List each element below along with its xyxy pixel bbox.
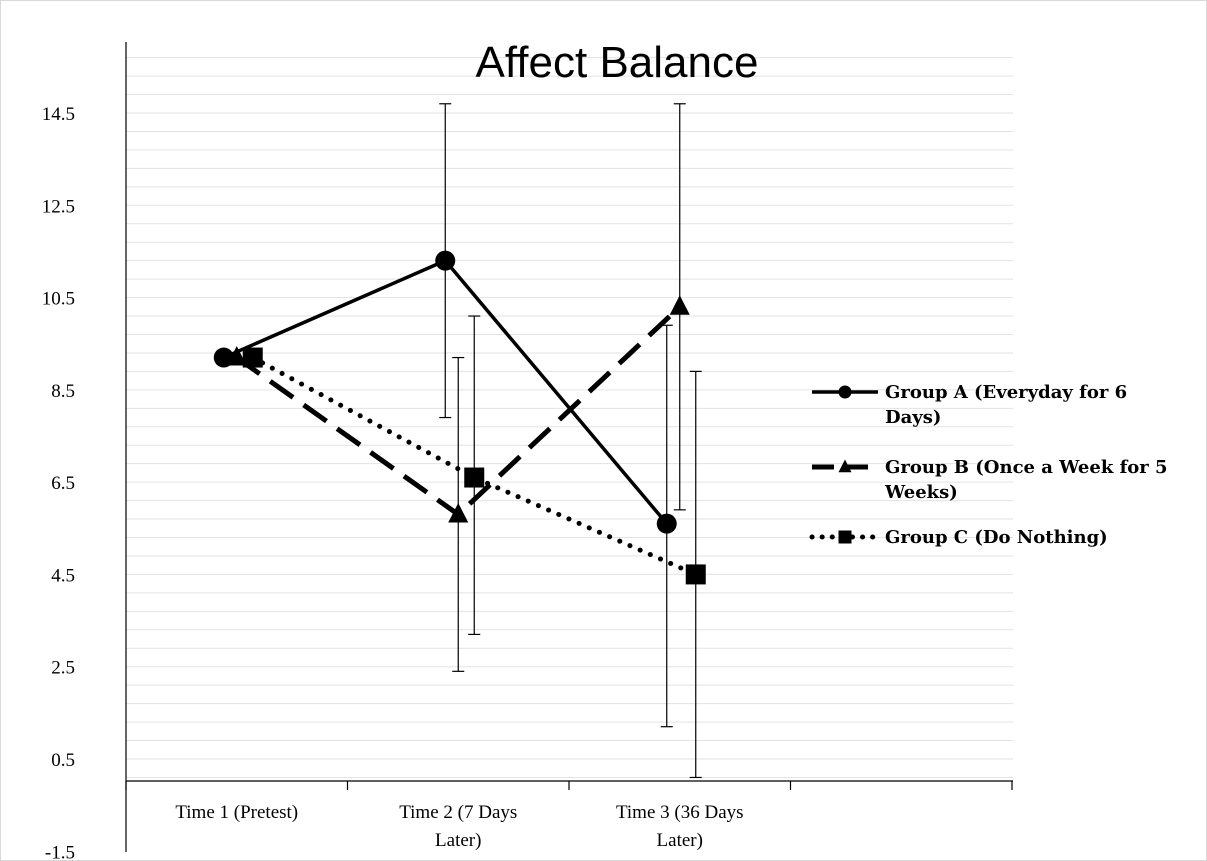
chart-title: Affect Balance <box>476 38 759 87</box>
data-point-square <box>242 347 263 368</box>
y-tick-label: 0.5 <box>51 750 75 771</box>
legend-label: Group C (Do Nothing) <box>885 527 1108 548</box>
axes <box>125 42 1013 852</box>
legend-label: Weeks) <box>884 482 958 503</box>
x-tick-label: Time 3 (36 Days <box>616 802 744 823</box>
legend-label: Days) <box>885 407 941 428</box>
series-markers <box>213 250 706 585</box>
y-tick-label: 2.5 <box>51 658 75 679</box>
x-tick-label: Later) <box>435 830 481 851</box>
y-tick-label: 14.5 <box>42 104 75 125</box>
y-tick-label: 10.5 <box>42 289 75 310</box>
data-point-circle <box>656 513 677 534</box>
data-point-square <box>685 564 706 585</box>
x-tick-label: Time 2 (7 Days <box>399 802 517 823</box>
legend-marker-circle <box>838 385 852 399</box>
y-tick-label: -1.5 <box>45 842 75 861</box>
x-tick-label: Later) <box>657 830 703 851</box>
legend-marker-square <box>838 530 852 544</box>
legend-label: Group B (Once a Week for 5 <box>885 457 1168 478</box>
data-point-triangle <box>669 295 690 315</box>
legend-marker-triangle <box>838 459 852 473</box>
data-point-square <box>464 467 485 488</box>
y-tick-label: 12.5 <box>42 196 75 217</box>
series-lines <box>223 258 699 577</box>
y-tick-label: 8.5 <box>51 381 75 402</box>
legend-label: Group A (Everyday for 6 <box>885 382 1127 403</box>
data-point-triangle <box>226 346 247 366</box>
data-point-triangle <box>448 502 469 523</box>
y-tick-label: 6.5 <box>51 473 75 494</box>
series-line-c <box>250 355 699 577</box>
gridlines <box>126 57 1013 778</box>
x-axis-tick-labels: Time 1 (Pretest) Time 2 (7 Days Later) Time… <box>175 802 743 851</box>
data-point-circle <box>435 250 456 271</box>
y-tick-label: 4.5 <box>51 565 75 586</box>
y-axis-tick-labels: 14.5 12.5 10.5 8.5 6.5 4.5 2.5 0.5 -1.5 <box>42 104 75 861</box>
x-tick-label: Time 1 (Pretest) <box>175 802 298 823</box>
legend: Group A (Everyday for 6 Days) Group B (Onc… <box>809 382 1168 548</box>
